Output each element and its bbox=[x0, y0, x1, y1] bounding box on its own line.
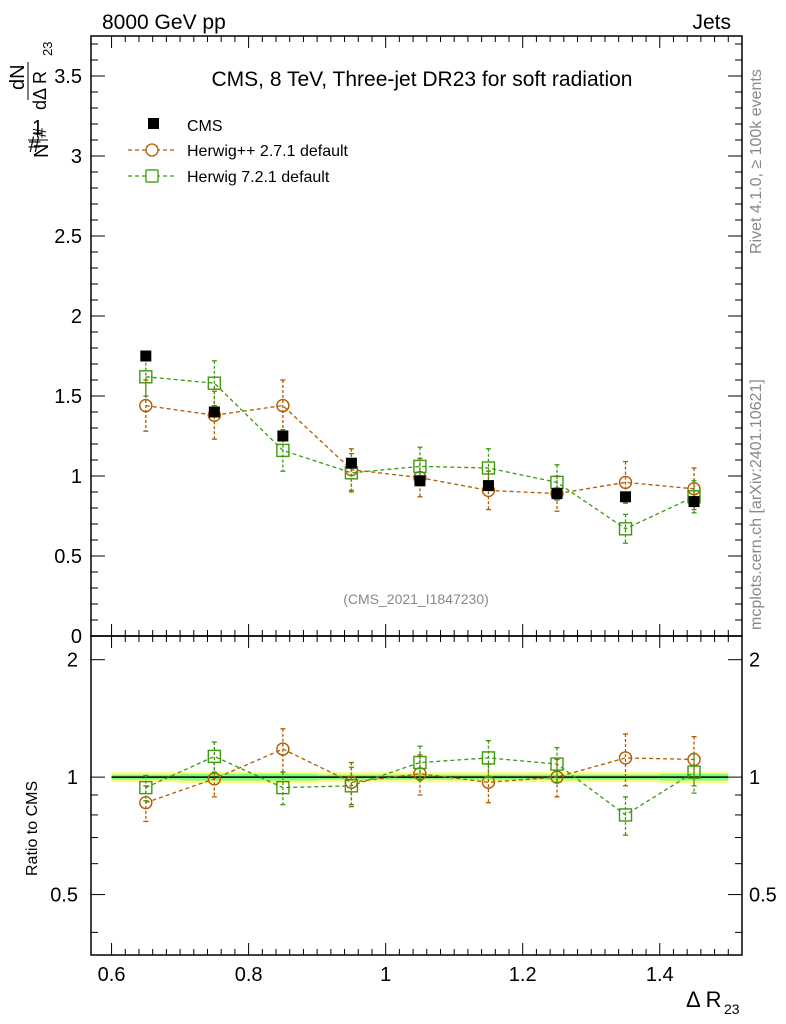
svg-text:23: 23 bbox=[40, 42, 55, 56]
x-tick-label: 0.8 bbox=[235, 964, 263, 986]
cms-point bbox=[482, 480, 494, 492]
legend-marker-herwigpp bbox=[145, 143, 159, 157]
cms-point bbox=[345, 457, 357, 469]
x-tick-label: 1 bbox=[380, 964, 391, 986]
herwig7-point bbox=[413, 459, 427, 474]
svg-text:Δ R: Δ R bbox=[686, 987, 721, 1012]
svg-text:#: # bbox=[30, 127, 50, 138]
herwig7-ratio-point bbox=[687, 765, 701, 779]
x-axis-label: Δ R 23 bbox=[686, 987, 740, 1017]
legend: CMS Herwig++ 2.7.1 default Herwig 7.2.1 … bbox=[128, 118, 349, 186]
main-panel: 0 0.5 1 1.5 2 2.5 3 3.5 bbox=[54, 35, 743, 648]
ratio-y-axis-label: Ratio to CMS bbox=[24, 781, 41, 876]
header-left: 8000 GeV pp bbox=[102, 11, 226, 34]
mcplots-label: mcplots.cern.ch [arXiv:2401.10621] bbox=[748, 379, 765, 630]
chart-title: CMS, 8 TeV, Three-jet DR23 for soft radi… bbox=[212, 68, 633, 91]
herwigpp-point bbox=[139, 398, 153, 413]
cms-point bbox=[551, 488, 563, 500]
y-tick-label: 0.5 bbox=[54, 546, 82, 568]
ratio-frame bbox=[90, 635, 743, 956]
ratio-tick-label-right: 0.5 bbox=[749, 885, 777, 907]
cms-point bbox=[620, 491, 632, 503]
analysis-id: (CMS_2021_I1847230) bbox=[343, 591, 489, 607]
legend-label-herwigpp: Herwig++ 2.7.1 default bbox=[187, 143, 349, 160]
cms-point bbox=[414, 475, 426, 487]
herwig7-line bbox=[145, 376, 695, 530]
cms-point bbox=[208, 406, 220, 418]
ratio-tick-label-right: 1 bbox=[749, 767, 760, 789]
herwigpp-ratio-point bbox=[207, 772, 222, 786]
cms-point bbox=[140, 350, 152, 362]
legend-marker-herwig7 bbox=[145, 169, 159, 183]
herwig7-ratio-line bbox=[145, 755, 695, 816]
svg-text:dΔ R: dΔ R bbox=[30, 71, 50, 110]
y-tick-label: 2 bbox=[71, 306, 82, 328]
herwigpp-point bbox=[618, 475, 633, 490]
legend-label-herwig7: Herwig 7.2.1 default bbox=[187, 169, 330, 186]
herwig7-ratio-point bbox=[276, 780, 290, 795]
legend-label-cms: CMS bbox=[187, 118, 223, 135]
herwigpp-ratio-point bbox=[618, 751, 633, 765]
svg-text:23: 23 bbox=[724, 1001, 740, 1017]
herwig7-ratio-point bbox=[481, 751, 496, 765]
herwigpp-point bbox=[276, 398, 290, 413]
cms-point bbox=[688, 496, 700, 508]
svg-text:N: N bbox=[31, 144, 53, 158]
rivet-version-label: Rivet 4.1.0, ≥ 100k events bbox=[748, 69, 765, 254]
y-tick-label: 1.5 bbox=[54, 386, 82, 408]
herwigpp-ratio-line bbox=[145, 748, 695, 804]
herwig7-ratio-point bbox=[207, 749, 222, 764]
header-right: Jets bbox=[692, 11, 731, 34]
ratio-panel: 0.6 0.8 1 1.2 1.4 0.5 0.5 1 1 2 2 bbox=[50, 635, 777, 986]
ratio-tick-label-left: 2 bbox=[67, 650, 78, 672]
herwig7-ratio-point bbox=[139, 780, 153, 795]
svg-text:#: # bbox=[28, 132, 41, 157]
x-tick-label: 1.4 bbox=[646, 964, 674, 986]
herwigpp-ratio-point bbox=[276, 742, 290, 756]
herwig7-ratio-point bbox=[413, 755, 427, 770]
cms-point bbox=[277, 430, 289, 442]
x-tick-label: 1.2 bbox=[509, 964, 537, 986]
ratio-tick-label-right: 2 bbox=[749, 650, 760, 672]
svg-text:dN: dN bbox=[7, 64, 29, 90]
main-y-axis-label: # 1 N # dN dΔ R 23 bbox=[7, 42, 55, 158]
x-tick-label: 0.6 bbox=[98, 964, 126, 986]
ratio-tick-label-left: 0.5 bbox=[50, 885, 78, 907]
herwig7-ratio-point bbox=[550, 757, 564, 771]
y-tick-label: 0 bbox=[71, 626, 82, 648]
herwig7-point bbox=[207, 376, 222, 390]
herwig7-ratio-point bbox=[618, 808, 633, 822]
herwig7-point bbox=[481, 461, 496, 475]
legend-marker-cms bbox=[148, 118, 159, 129]
herwig7-point bbox=[618, 522, 633, 536]
y-tick-label: 3.5 bbox=[54, 66, 82, 88]
y-tick-label: 1 bbox=[71, 466, 82, 488]
svg-text:1: 1 bbox=[32, 117, 43, 139]
herwigpp-ratio-point bbox=[550, 770, 564, 784]
ratio-tick-label-left: 1 bbox=[67, 767, 78, 789]
y-tick-label: 2.5 bbox=[54, 226, 82, 248]
herwig7-point bbox=[276, 443, 290, 458]
herwig7-point bbox=[139, 370, 153, 384]
y-tick-label: 3 bbox=[71, 146, 82, 168]
herwig7-ratio-point bbox=[344, 779, 359, 793]
